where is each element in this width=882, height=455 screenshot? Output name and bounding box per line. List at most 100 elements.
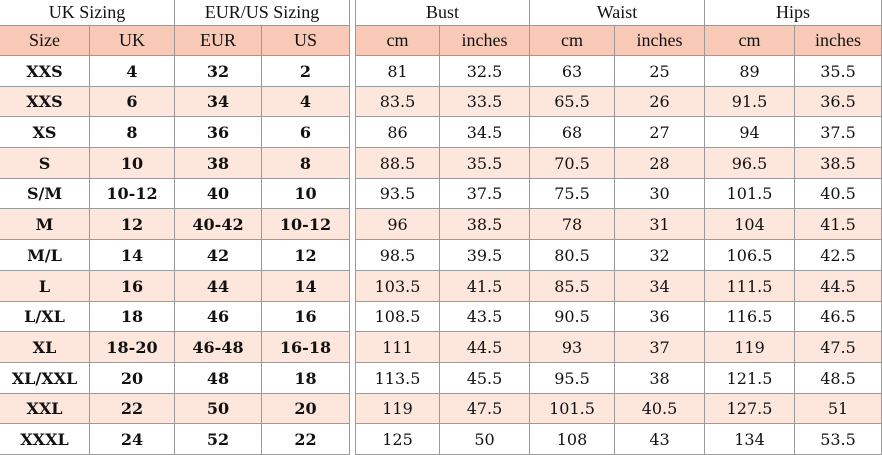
table-cell: 4 [90, 56, 175, 87]
table-cell: 68 [530, 117, 615, 148]
table-cell: 88.5 [355, 148, 440, 179]
table-cell: 113.5 [355, 363, 440, 394]
table-cell: 46-48 [175, 332, 262, 363]
column-header: inches [440, 26, 530, 56]
table-cell: 37 [615, 332, 705, 363]
table-cell: 96.5 [705, 148, 795, 179]
table-cell: 22 [90, 394, 175, 424]
column-header: cm [355, 26, 440, 56]
table-cell: 28 [615, 148, 705, 179]
table-cell: 20 [262, 394, 350, 424]
table-cell: 94 [705, 117, 795, 148]
column-header: Size [0, 26, 90, 56]
table-cell: 48.5 [795, 363, 882, 394]
table-cell: 10-12 [90, 179, 175, 209]
table-cell: 51 [795, 394, 882, 424]
table-cell: 40.5 [615, 394, 705, 424]
table-cell: 108 [530, 424, 615, 455]
table-cell: 8 [262, 148, 350, 179]
table-cell: 111.5 [705, 271, 795, 302]
table-cell: 81 [355, 56, 440, 87]
table-cell: 16 [90, 271, 175, 302]
table-cell: 43.5 [440, 302, 530, 332]
table-cell: 98.5 [355, 240, 440, 271]
table-cell: 83.5 [355, 87, 440, 117]
table-cell: 95.5 [530, 363, 615, 394]
table-cell: 16-18 [262, 332, 350, 363]
table-cell: 32 [615, 240, 705, 271]
table-cell: 85.5 [530, 271, 615, 302]
table-cell: 36.5 [795, 87, 882, 117]
table-cell: 42.5 [795, 240, 882, 271]
table-cell: 14 [262, 271, 350, 302]
column-header: EUR [175, 26, 262, 56]
column-header: cm [530, 26, 615, 56]
column-header: cm [705, 26, 795, 56]
table-cell: 111 [355, 332, 440, 363]
group-header: UK Sizing [0, 0, 175, 26]
group-header: EUR/US Sizing [175, 0, 350, 26]
column-header: UK [90, 26, 175, 56]
table-cell: 46 [175, 302, 262, 332]
table-cell: 47.5 [440, 394, 530, 424]
table-cell: 18-20 [90, 332, 175, 363]
table-cell: 80.5 [530, 240, 615, 271]
table-cell: 116.5 [705, 302, 795, 332]
table-cell: 22 [262, 424, 350, 455]
table-cell: 40-42 [175, 209, 262, 240]
table-cell: 47.5 [795, 332, 882, 363]
table-cell: S/M [0, 179, 90, 209]
table-cell: L [0, 271, 90, 302]
table-cell: 8 [90, 117, 175, 148]
table-cell: 106.5 [705, 240, 795, 271]
table-cell: 41.5 [795, 209, 882, 240]
table-cell: 36 [615, 302, 705, 332]
table-cell: 18 [262, 363, 350, 394]
table-cell: 6 [90, 87, 175, 117]
table-cell: 35.5 [440, 148, 530, 179]
group-header: Waist [530, 0, 705, 26]
table-cell: XXS [0, 56, 90, 87]
table-cell: 125 [355, 424, 440, 455]
table-cell: 24 [90, 424, 175, 455]
table-cell: 52 [175, 424, 262, 455]
table-cell: XS [0, 117, 90, 148]
table-cell: 40 [175, 179, 262, 209]
table-cell: 32 [175, 56, 262, 87]
table-cell: 78 [530, 209, 615, 240]
table-cell: M/L [0, 240, 90, 271]
table-cell: 2 [262, 56, 350, 87]
table-cell: 75.5 [530, 179, 615, 209]
table-cell: 53.5 [795, 424, 882, 455]
table-cell: 86 [355, 117, 440, 148]
table-cell: 93.5 [355, 179, 440, 209]
table-cell: 44.5 [795, 271, 882, 302]
table-cell: 41.5 [440, 271, 530, 302]
table-cell: 63 [530, 56, 615, 87]
group-header: Hips [705, 0, 882, 26]
table-cell: 34 [175, 87, 262, 117]
table-cell: XXXL [0, 424, 90, 455]
table-cell: 10 [262, 179, 350, 209]
column-header: inches [615, 26, 705, 56]
table-cell: 12 [262, 240, 350, 271]
table-cell: 96 [355, 209, 440, 240]
table-cell: XXL [0, 394, 90, 424]
table-cell: 6 [262, 117, 350, 148]
table-cell: 119 [355, 394, 440, 424]
table-cell: 35.5 [795, 56, 882, 87]
table-cell: 44.5 [440, 332, 530, 363]
table-cell: 30 [615, 179, 705, 209]
table-cell: 46.5 [795, 302, 882, 332]
table-cell: 101.5 [705, 179, 795, 209]
table-cell: 38 [175, 148, 262, 179]
table-cell: L/XL [0, 302, 90, 332]
table-cell: 18 [90, 302, 175, 332]
table-cell: 33.5 [440, 87, 530, 117]
table-cell: 40.5 [795, 179, 882, 209]
table-cell: 38 [615, 363, 705, 394]
table-cell: 65.5 [530, 87, 615, 117]
table-cell: 50 [175, 394, 262, 424]
table-cell: 10 [90, 148, 175, 179]
table-cell: 20 [90, 363, 175, 394]
